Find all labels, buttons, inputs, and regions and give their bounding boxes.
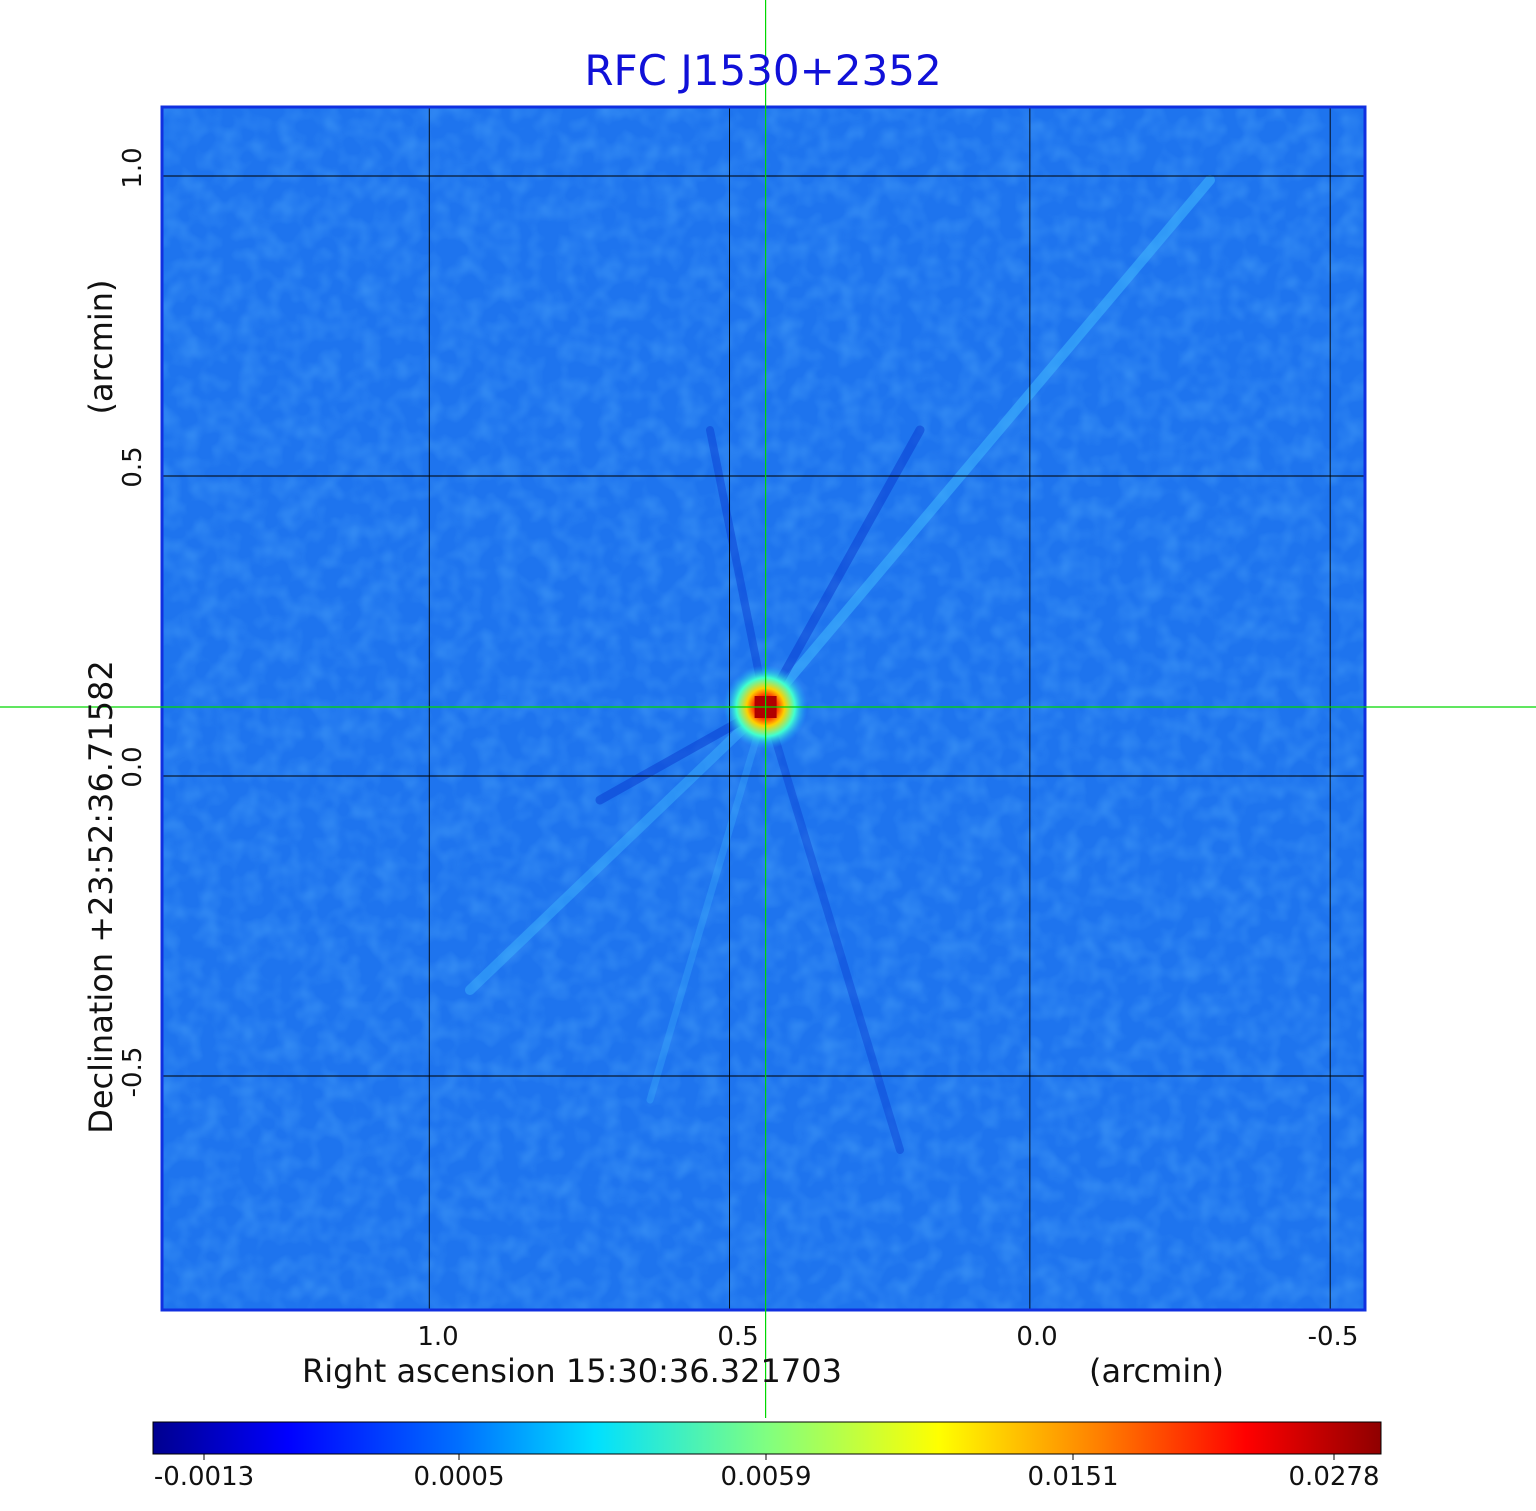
y-tick-label: -0.5 [118, 1046, 148, 1098]
y-axis-label: Declination +23:52:36.71582 [82, 660, 120, 1134]
x-tick-label: 0.0 [1016, 1322, 1058, 1352]
y-tick-label: 1.0 [118, 147, 148, 189]
colorbar-label: 0.0151 [1027, 1462, 1119, 1492]
sidelobe-streak [465, 702, 771, 995]
y-tick-label: 0.5 [118, 446, 148, 488]
x-axis-label: Right ascension 15:30:36.321703 [302, 1352, 842, 1390]
x-tick-label: 0.5 [717, 1322, 759, 1352]
colorbar-label: -0.0013 [153, 1462, 255, 1492]
plot-frame [160, 105, 1367, 1312]
x-axis-unit: (arcmin) [1089, 1352, 1224, 1390]
y-tick-label: 0.0 [118, 746, 148, 788]
x-tick-label: -0.5 [1307, 1322, 1359, 1352]
y-axis-unit: (arcmin) [82, 279, 120, 415]
sidelobe-streak [760, 175, 1215, 712]
colorbar-ticks [203, 1454, 1335, 1460]
radio-image [162, 107, 1365, 1310]
x-tick-label: 1.0 [417, 1322, 459, 1352]
colorbar-label: 0.0059 [720, 1462, 812, 1492]
image-title: RFC J1530+2352 [584, 46, 942, 95]
colorbar-label: 0.0005 [413, 1462, 505, 1492]
colorbar [152, 1421, 1382, 1455]
colorbar-label: 0.0278 [1288, 1462, 1380, 1492]
coordinate-grid [162, 107, 1365, 1310]
sidelobe-streak [646, 703, 770, 1104]
